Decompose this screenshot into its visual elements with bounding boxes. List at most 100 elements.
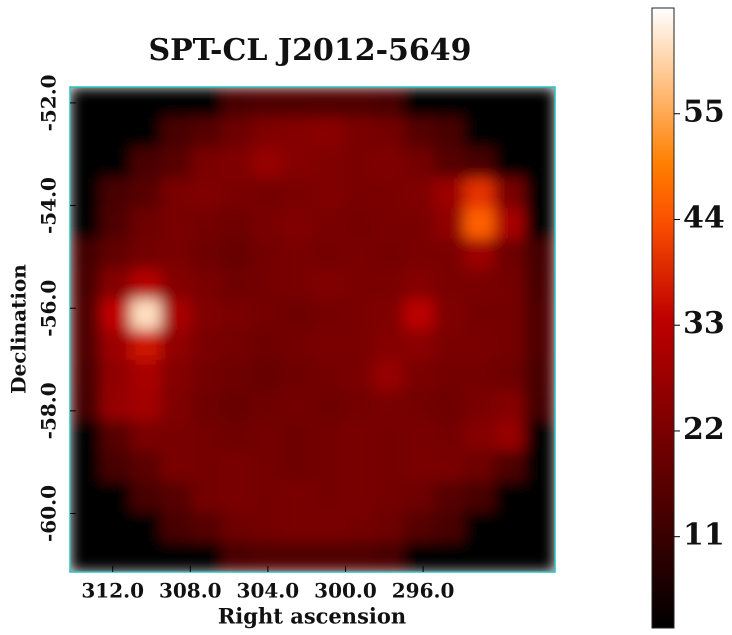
heatmap-cell [464, 511, 495, 542]
heatmap-cell [282, 390, 313, 421]
heatmap-cell [161, 239, 192, 270]
heatmap-cell [161, 542, 192, 573]
colorbar-tick-label: 44 [683, 200, 725, 235]
heatmap-cell [100, 451, 131, 482]
y-tick-label: -58.0 [37, 382, 61, 439]
heatmap-cell [343, 330, 374, 361]
heatmap-cell [525, 87, 556, 118]
heatmap-cell [282, 148, 313, 179]
heatmap-cell [131, 360, 162, 391]
heatmap-cell [252, 148, 283, 179]
chart-title: SPT-CL J2012-5649 [148, 33, 471, 68]
heatmap-cell [131, 148, 162, 179]
heatmap-cell [191, 390, 222, 421]
chart: SPT-CL J2012-5649 Right ascension Declin… [0, 0, 732, 635]
heatmap-cell [252, 481, 283, 512]
heatmap-cell [191, 360, 222, 391]
heatmap-cell [252, 360, 283, 391]
heatmap-cell [464, 542, 495, 573]
heatmap-cell [191, 269, 222, 300]
heatmap-cell [464, 420, 495, 451]
heatmap-cell [191, 87, 222, 118]
heatmap-cell [434, 178, 465, 209]
heatmap-cell [373, 148, 404, 179]
heatmap-cell [252, 87, 283, 118]
heatmap-cell [464, 269, 495, 300]
heatmap-cell [70, 117, 101, 148]
heatmap-cell [434, 299, 465, 330]
heatmap-cell [313, 330, 344, 361]
heatmap-cell [191, 511, 222, 542]
heatmap-cells [70, 87, 556, 573]
heatmap-cell [525, 269, 556, 300]
heatmap-cell [343, 511, 374, 542]
x-tick-label: 308.0 [159, 579, 222, 603]
heatmap-cell [494, 87, 525, 118]
heatmap-cell [252, 178, 283, 209]
heatmap-cell [403, 148, 434, 179]
heatmap-cell [525, 511, 556, 542]
heatmap-cell [464, 360, 495, 391]
heatmap-cell [100, 420, 131, 451]
heatmap-cell [70, 390, 101, 421]
heatmap-cell [373, 420, 404, 451]
heatmap-cell [403, 390, 434, 421]
heatmap-cell [100, 299, 131, 330]
heatmap-cell [343, 360, 374, 391]
heatmap-cell [131, 511, 162, 542]
heatmap-cell [100, 239, 131, 270]
heatmap-cell [70, 481, 101, 512]
x-tick-label: 312.0 [81, 579, 144, 603]
heatmap-cell [525, 117, 556, 148]
heatmap-cell [403, 178, 434, 209]
heatmap-cell [525, 178, 556, 209]
heatmap-cell [100, 148, 131, 179]
heatmap-cell [131, 87, 162, 118]
heatmap-cell [131, 239, 162, 270]
heatmap-cell [70, 208, 101, 239]
heatmap-cell [373, 178, 404, 209]
heatmap-cell [464, 239, 495, 270]
heatmap-cell [282, 511, 313, 542]
heatmap-cell [494, 148, 525, 179]
colorbar-tick-label: 22 [683, 412, 725, 447]
heatmap-cell [131, 420, 162, 451]
heatmap-cell [343, 239, 374, 270]
heatmap-cell [525, 390, 556, 421]
heatmap-cell [525, 360, 556, 391]
heatmap-cell [403, 330, 434, 361]
heatmap-cell [161, 390, 192, 421]
heatmap-cell [525, 420, 556, 451]
heatmap-cell [191, 148, 222, 179]
heatmap-cell [70, 330, 101, 361]
heatmap-cell [70, 299, 101, 330]
heatmap-cell [464, 451, 495, 482]
colorbar-tick-label: 11 [683, 518, 725, 553]
heatmap-cell [464, 330, 495, 361]
heatmap-cell [403, 87, 434, 118]
heatmap-cell [282, 178, 313, 209]
heatmap-cell [343, 451, 374, 482]
heatmap-cell [343, 542, 374, 573]
heatmap-cell [282, 481, 313, 512]
heatmap-cell [313, 299, 344, 330]
heatmap-cell [525, 208, 556, 239]
heatmap-cell [525, 148, 556, 179]
heatmap-cell [403, 481, 434, 512]
heatmap-cell [282, 420, 313, 451]
heatmap-cell [373, 390, 404, 421]
heatmap-cell [222, 178, 253, 209]
heatmap-cell [222, 542, 253, 573]
heatmap-cell [373, 299, 404, 330]
heatmap-cell [131, 269, 162, 300]
heatmap-cell [343, 117, 374, 148]
heatmap-cell [313, 117, 344, 148]
heatmap-cell [313, 542, 344, 573]
heatmap-cell [252, 269, 283, 300]
heatmap-cell [191, 117, 222, 148]
heatmap-cell [282, 269, 313, 300]
heatmap-cell [434, 87, 465, 118]
heatmap-cell [403, 542, 434, 573]
heatmap-cell [131, 299, 162, 330]
heatmap-cell [464, 299, 495, 330]
